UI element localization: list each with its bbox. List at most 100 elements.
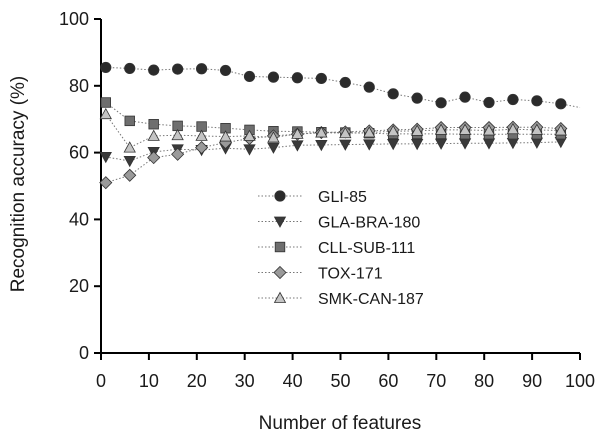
- data-point: [171, 147, 185, 161]
- data-point: [410, 139, 424, 151]
- data-point: [291, 72, 303, 84]
- data-point: [555, 98, 567, 110]
- data-point: [387, 88, 399, 100]
- legend: GLI-85 GLA-BRA-180 CLL-SUB-111 TOX-171 SMK-C…: [258, 189, 424, 308]
- data-point: [363, 139, 376, 151]
- legend-marker: [273, 216, 287, 228]
- data-point: [147, 129, 160, 141]
- y-tick-label: 60: [69, 143, 89, 163]
- legend-marker: [274, 241, 286, 253]
- legend-item: GLI-85: [258, 189, 367, 206]
- data-point: [339, 139, 352, 151]
- x-tick-label: 80: [474, 371, 494, 391]
- data-point: [100, 61, 112, 74]
- data-point: [219, 64, 232, 77]
- series-gli-85: [100, 61, 581, 110]
- data-point: [147, 151, 161, 165]
- legend-item: TOX-171: [258, 266, 383, 283]
- data-point: [315, 126, 328, 138]
- y-tick-label: 20: [69, 276, 89, 296]
- data-point: [458, 123, 472, 135]
- x-tick-label: 90: [522, 371, 542, 391]
- data-point: [267, 71, 280, 83]
- data-point: [339, 126, 352, 139]
- x-axis-title: Number of features: [259, 413, 422, 434]
- data-point: [459, 91, 471, 103]
- legend-label: TOX-171: [318, 266, 383, 283]
- data-point: [315, 72, 327, 85]
- data-point: [363, 126, 376, 138]
- data-point: [123, 156, 136, 168]
- legend-item: CLL-SUB-111: [258, 240, 415, 257]
- x-tick-label: 0: [96, 371, 106, 391]
- series-cll-sub-111: [100, 97, 567, 140]
- plot-area: [99, 61, 581, 190]
- data-point: [267, 142, 280, 154]
- data-point: [435, 97, 447, 109]
- x-tick-label: 40: [283, 371, 303, 391]
- legend-label: CLL-SUB-111: [318, 240, 415, 257]
- data-point: [506, 138, 520, 150]
- y-axis-title: Recognition accuracy (%): [8, 76, 29, 292]
- data-point: [410, 124, 424, 136]
- data-point: [172, 63, 184, 75]
- y-tick-label: 100: [59, 9, 89, 29]
- series-line: [105, 113, 561, 149]
- data-point: [507, 93, 519, 106]
- data-point: [148, 64, 160, 76]
- data-point: [339, 76, 351, 89]
- series-smk-can-187: [99, 107, 568, 153]
- data-point: [123, 168, 137, 182]
- legend-label: SMK-CAN-187: [318, 291, 424, 308]
- data-point: [363, 81, 375, 93]
- data-point: [411, 92, 423, 104]
- data-point: [148, 119, 159, 130]
- y-tick-label: 0: [79, 343, 89, 363]
- data-point: [195, 129, 208, 141]
- data-point: [387, 139, 400, 151]
- data-point: [124, 62, 136, 75]
- legend-item: GLA-BRA-180: [258, 215, 420, 232]
- data-point: [434, 123, 448, 135]
- data-point: [219, 130, 232, 142]
- data-point: [243, 70, 256, 83]
- data-point: [387, 124, 400, 137]
- data-point: [506, 122, 520, 135]
- data-point: [554, 124, 568, 136]
- x-tick-label: 50: [330, 371, 350, 391]
- legend-marker: [274, 190, 286, 202]
- y-tick-label: 40: [69, 209, 89, 229]
- legend-marker: [273, 291, 287, 303]
- data-point: [171, 128, 184, 141]
- series-tox-171: [99, 120, 568, 190]
- data-point: [243, 129, 256, 141]
- legend-item: SMK-CAN-187: [258, 291, 424, 308]
- data-point: [99, 176, 113, 190]
- x-tick-label: 20: [187, 371, 207, 391]
- x-axis-ticks: 0 10 20 30 40 50 60 70 80 90 100: [96, 353, 595, 391]
- legend-label: GLI-85: [318, 189, 367, 206]
- data-point: [124, 115, 135, 127]
- series-gla-bra-180: [99, 137, 568, 168]
- data-point: [195, 141, 209, 155]
- data-point: [483, 96, 495, 109]
- x-tick-label: 30: [235, 371, 255, 391]
- data-point: [291, 127, 304, 139]
- data-point: [243, 144, 256, 156]
- data-point: [530, 123, 544, 135]
- legend-marker: [273, 265, 287, 280]
- data-point: [99, 107, 112, 120]
- data-point: [531, 95, 543, 107]
- x-tick-label: 10: [139, 371, 159, 391]
- legend-label: GLA-BRA-180: [318, 215, 420, 232]
- y-tick-label: 80: [69, 76, 89, 96]
- x-tick-label: 100: [565, 371, 595, 391]
- data-point: [315, 140, 328, 152]
- x-tick-label: 60: [378, 371, 398, 391]
- data-point: [99, 152, 112, 164]
- data-point: [195, 63, 208, 75]
- x-tick-label: 70: [426, 371, 446, 391]
- series-line: [105, 141, 561, 162]
